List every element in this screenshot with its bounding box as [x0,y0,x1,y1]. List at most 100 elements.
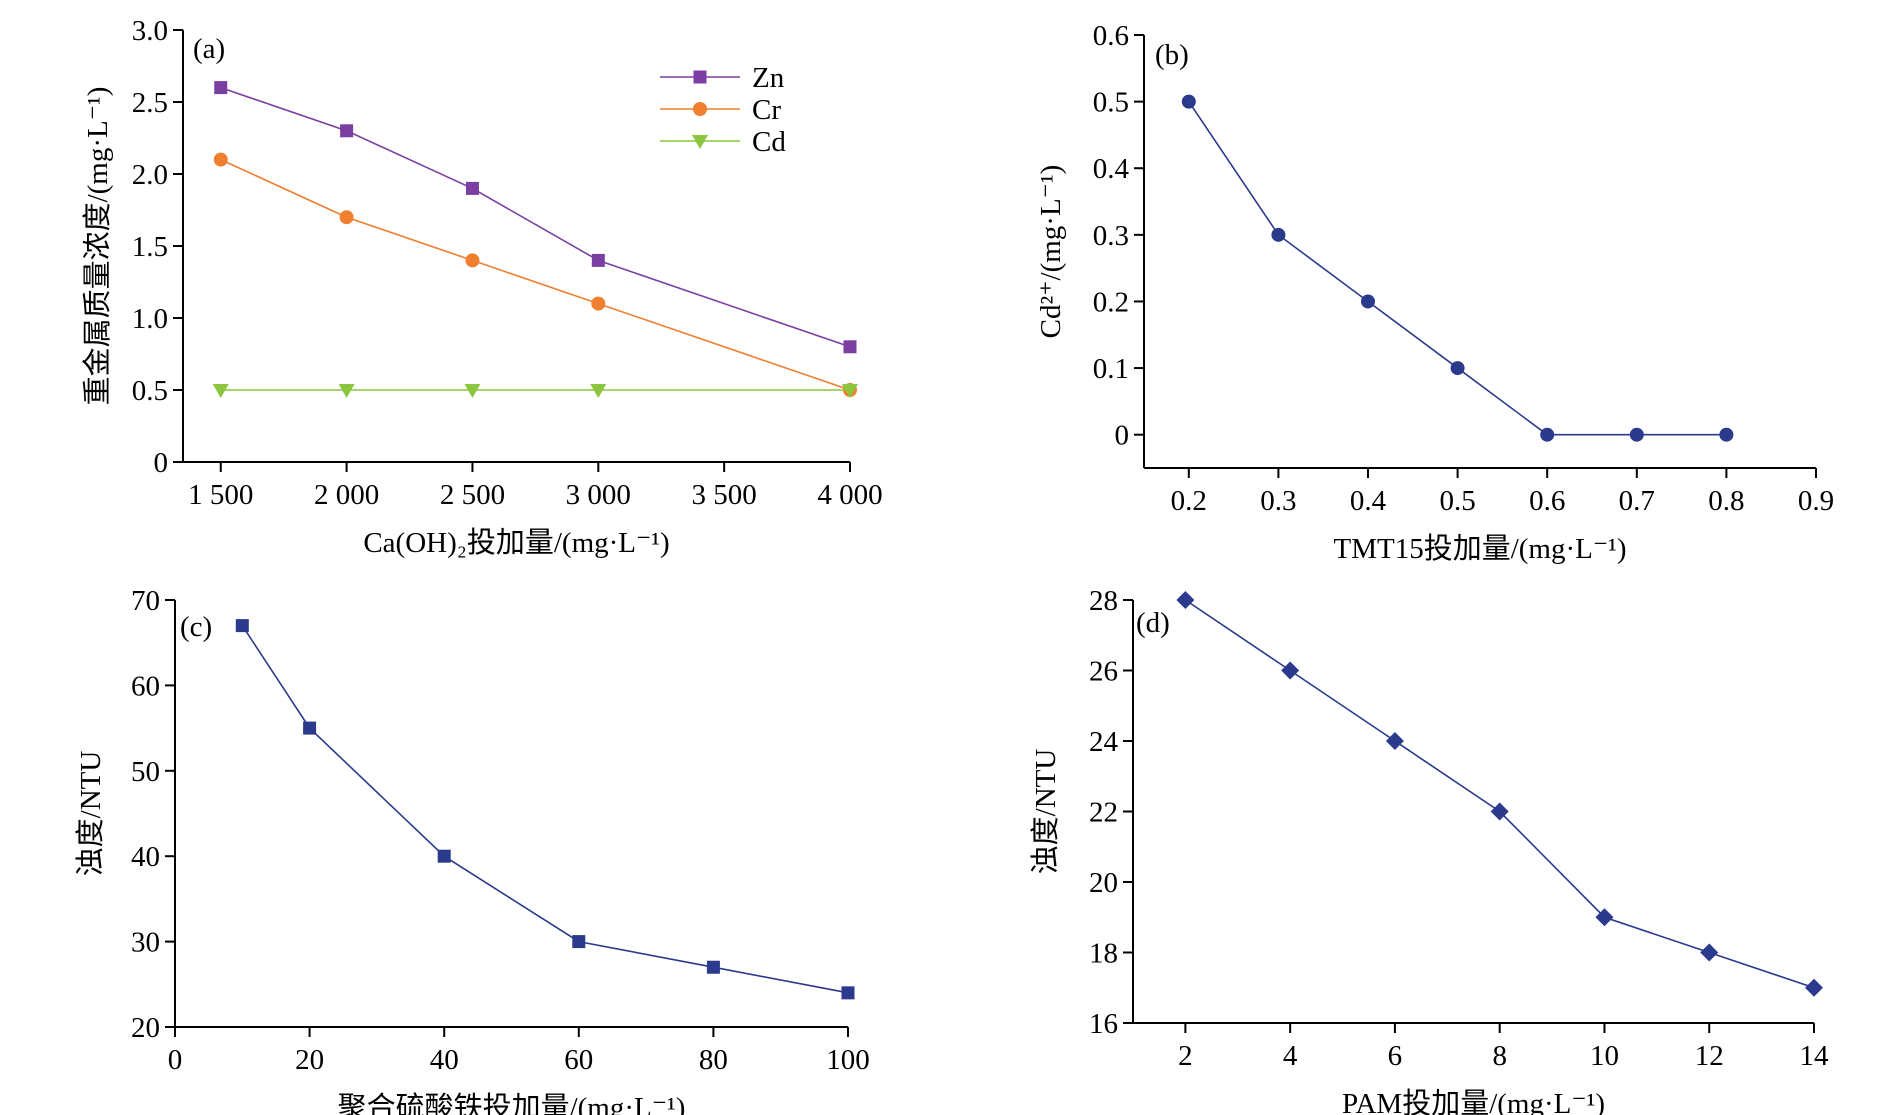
chart-panel-4: 2 4 6 8 10 12 1416182022242628PAM投加量/(mg·L⁻¹)浊… [1029,585,1829,1115]
series-cr [213,152,857,397]
data-point [1540,427,1555,442]
chart-panel-3: 0 20 40 60 80 100203040506070聚合硫酸铁投加量/(mg·L⁻¹… [74,585,870,1115]
series-zn [214,81,857,354]
y-tick-label: 0.5 [132,375,168,407]
x-tick-label: 2 500 [440,479,505,511]
data-point [1805,978,1823,997]
chart-panel-1: 1 500 2 000 2 500 3 000 3 500 4 000 0 0.5 1.0 1.5… [81,15,883,559]
y-tick-label: 28 [1089,585,1118,617]
data-point [842,384,858,398]
x-tick-label: 0.8 [1708,485,1744,517]
x-tick-label: 20 [295,1044,324,1076]
data-point [1181,94,1196,109]
y-tick-label: 1.5 [132,231,168,263]
x-tick-label: 4 [1283,1040,1298,1072]
panel-label: (c) [180,611,212,643]
y-tick-label: 2.0 [132,159,168,191]
y-tick-label: 1.0 [132,303,168,335]
y-axis-title: 重金属质量浓度/(mg·L⁻¹) [81,87,114,406]
y-tick-label: 26 [1089,656,1118,688]
y-tick-label: 30 [131,927,160,959]
series-1 [1181,94,1734,442]
legend-entry: Cr [752,94,781,126]
x-tick-label: 100 [826,1044,870,1076]
data-point [338,384,355,398]
data-point [465,253,480,268]
x-tick-label: 0.6 [1529,485,1565,517]
y-tick-label: 0.4 [1093,153,1130,185]
x-tick-label: 14 [1800,1040,1830,1072]
y-tick-label: 40 [131,841,160,873]
y-tick-label: 0.1 [1093,353,1129,385]
x-axis-title: Ca(OH)₂投加量/(mg·L⁻¹) [363,526,669,559]
data-point [1361,294,1375,309]
series-line [220,158,851,391]
series-line [1188,101,1727,436]
y-tick-label: 2.5 [132,87,168,119]
x-tick-label: 10 [1590,1040,1619,1072]
series-line [1184,599,1815,989]
x-axis-title: 聚合硫酸铁投加量/(mg·L⁻¹) [338,1091,686,1115]
x-tick-label: 12 [1695,1040,1724,1072]
data-point [591,253,605,267]
data-point [1385,732,1404,750]
y-tick-label: 20 [131,1012,160,1044]
y-tick-label: 0.3 [1093,220,1129,252]
data-point [340,124,354,138]
x-tick-label: 2 000 [314,479,379,511]
x-tick-label: 0.4 [1350,485,1387,517]
x-tick-label: 60 [564,1044,593,1076]
data-point [1595,908,1614,927]
y-tick-label: 0.5 [1093,87,1129,119]
y-tick-label: 18 [1089,938,1118,970]
data-point [1281,661,1300,680]
legend-marker [693,102,707,116]
data-point [591,296,606,311]
x-tick-label: 4 000 [817,479,882,511]
x-tick-label: 0 [168,1044,183,1076]
y-axis-title: 浊度/NTU [1029,749,1062,875]
x-tick-label: 80 [699,1044,728,1076]
x-tick-label: 0.9 [1798,485,1834,517]
data-point [1490,802,1509,821]
data-point [303,721,317,735]
data-point [1700,943,1719,962]
x-tick-label: 0.7 [1619,485,1655,517]
panel-label: (b) [1155,39,1189,71]
x-tick-label: 2 [1178,1040,1193,1072]
data-point [1271,227,1286,242]
y-tick-label: 20 [1089,867,1118,899]
legend-marker [692,135,708,149]
panel-label: (d) [1136,607,1170,639]
panel-label: (a) [193,33,225,65]
y-tick-label: 0 [154,447,169,479]
series-1 [1176,591,1823,997]
x-tick-label: 0.2 [1171,485,1207,517]
series-cd [212,384,858,398]
y-tick-label: 70 [131,585,160,617]
y-tick-label: 24 [1089,726,1119,758]
x-axis-title: PAM投加量/(mg·L⁻¹) [1342,1087,1605,1115]
data-point [1629,427,1644,442]
y-tick-label: 16 [1089,1008,1118,1040]
x-tick-label: 40 [430,1044,459,1076]
x-tick-label: 6 [1388,1040,1403,1072]
data-point [212,384,229,398]
data-point [590,384,607,398]
y-tick-label: 0.6 [1093,20,1129,52]
y-tick-label: 3.0 [132,15,168,47]
data-point [235,619,249,633]
data-point [1719,427,1734,442]
y-tick-label: 60 [131,670,160,702]
series-1 [235,619,855,1000]
y-axis-title: Cd²⁺/(mg·L⁻¹) [1035,165,1067,339]
data-point [572,935,586,949]
data-point [464,384,481,398]
chart-panel-2: 0.2 0.3 0.4 0.5 0.6 0.7 0.8 0.9 0 0.1 0.2 0.3 0.4 0.5… [1035,20,1834,565]
x-axis-title: TMT15投加量/(mg·L⁻¹) [1333,532,1626,565]
x-tick-label: 3 000 [566,479,631,511]
data-point [339,210,354,225]
y-tick-label: 50 [131,756,160,788]
